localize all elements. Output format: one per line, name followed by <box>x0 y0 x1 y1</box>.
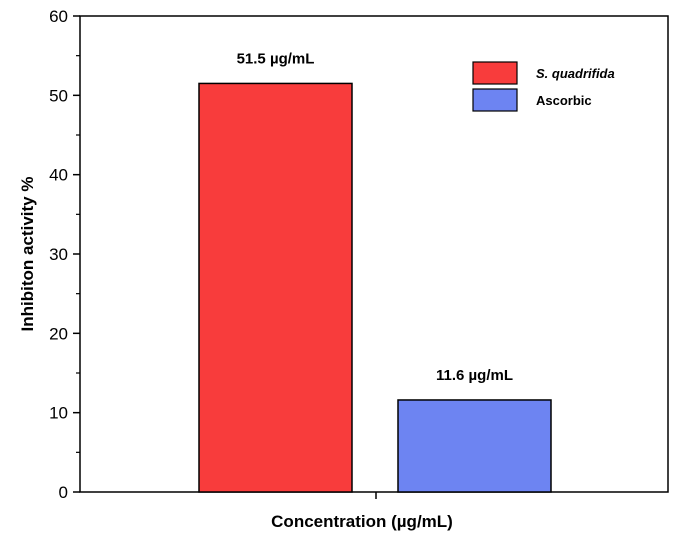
legend-label: S. quadrifida <box>536 66 615 81</box>
y-axis-title: Inhibiton activity % <box>18 177 37 332</box>
y-tick-label: 0 <box>59 483 68 502</box>
y-tick-label: 10 <box>49 404 68 423</box>
y-tick-label: 40 <box>49 166 68 185</box>
y-axis-ticks: 0 10 20 30 40 50 60 <box>49 7 80 502</box>
legend-swatch <box>472 61 518 85</box>
bar-s-quadrifida <box>198 82 353 493</box>
legend-swatch <box>472 88 518 112</box>
y-tick-label: 20 <box>49 324 68 343</box>
bars <box>198 82 552 493</box>
data-labels: 51.5 µg/mL 11.6 µg/mL <box>237 50 513 384</box>
legend: S. quadrifida Ascorbic <box>472 61 615 112</box>
y-tick-label: 60 <box>49 7 68 26</box>
bar-data-label: 51.5 µg/mL <box>237 50 315 67</box>
bar-data-label: 11.6 µg/mL <box>436 367 513 384</box>
legend-label: Ascorbic <box>536 93 592 108</box>
plot-frame <box>79 15 669 493</box>
y-tick-label: 30 <box>49 245 68 264</box>
x-axis-title: Concentration (µg/mL) <box>271 512 453 531</box>
bar-ascorbic <box>397 399 552 493</box>
y-tick-label: 50 <box>49 86 68 105</box>
